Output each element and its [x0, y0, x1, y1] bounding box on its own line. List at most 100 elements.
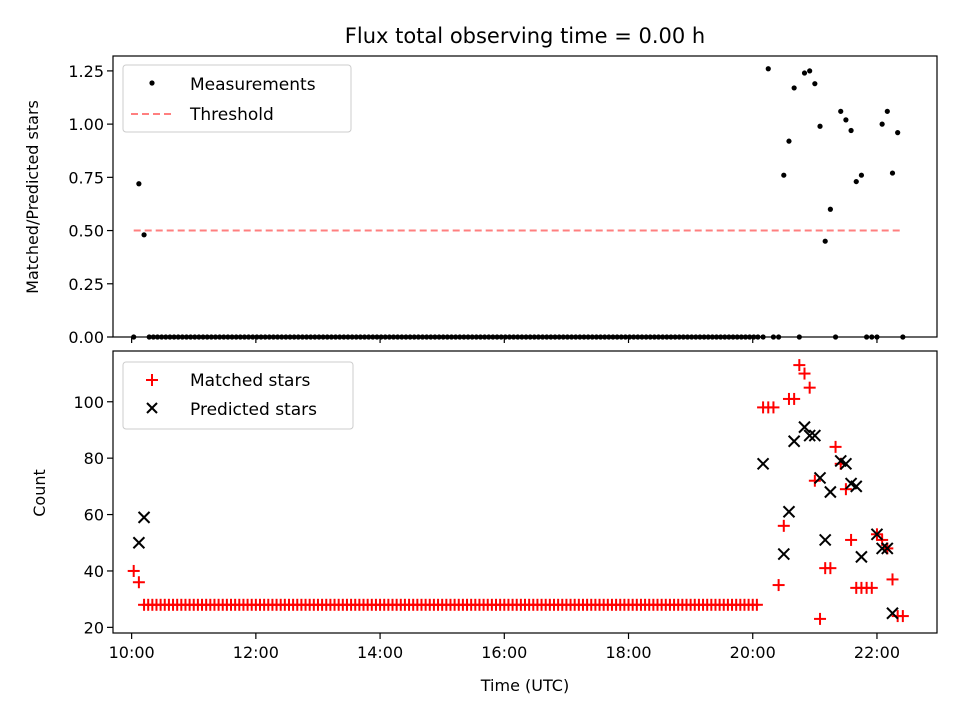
predicted-x-b — [855, 550, 868, 564]
matched-stars-point — [127, 564, 140, 577]
measurement-point — [254, 334, 260, 340]
measurement-point — [689, 334, 695, 340]
measurement-point — [531, 334, 537, 340]
measurement-point — [791, 85, 797, 91]
measurement-point — [506, 334, 513, 340]
measurement-point — [519, 334, 525, 340]
matched-stars-point — [808, 474, 821, 487]
ratio-y-tick-label: 1.00 — [68, 115, 104, 134]
measurement-point — [233, 334, 239, 340]
measurement-point — [262, 334, 268, 340]
measurement-point — [399, 334, 405, 340]
measurement-point — [461, 334, 467, 340]
predicted-x-b — [834, 454, 847, 468]
count-y-tick-label: 80 — [84, 449, 104, 468]
measurement-point — [308, 334, 314, 340]
measurement-point — [274, 334, 281, 340]
measurement-point — [610, 334, 616, 340]
measurement-point — [760, 334, 766, 340]
predicted-x-b — [818, 533, 832, 547]
measurement-point — [568, 334, 575, 340]
measurement-point — [349, 334, 355, 340]
measurement-point — [827, 206, 833, 212]
measurement-point — [817, 123, 823, 129]
count-panel-frame — [112, 350, 938, 634]
measurement-point — [378, 334, 384, 340]
measurement-point — [436, 334, 442, 340]
predicted-stars-point — [818, 533, 832, 547]
matched-stars-point — [824, 562, 837, 575]
measurement-point — [469, 334, 475, 340]
predicted-x-b — [870, 528, 884, 541]
measurement-point — [655, 334, 662, 340]
matched-stars-point — [777, 519, 790, 532]
ratio-y-tick-label: 0.25 — [68, 275, 104, 294]
measurement-point — [548, 334, 554, 340]
predicted-x-b — [824, 485, 837, 499]
measurement-point — [796, 334, 802, 340]
measurement-point — [544, 334, 550, 340]
measurement-point — [473, 334, 479, 340]
measurement-point — [539, 334, 546, 340]
measurement-point — [606, 334, 612, 340]
count-x-tick-label: 22:00 — [854, 643, 900, 662]
predicted-stars-point — [787, 435, 801, 448]
measurement-point — [357, 334, 364, 340]
measurement-point — [843, 117, 849, 123]
measurement-point — [395, 334, 401, 340]
measurement-point — [361, 334, 368, 340]
measurement-point — [864, 334, 870, 340]
ratio-panel: 0.00 0.25 0.50 0.75 1.00 1.25 Matched/Predict… — [23, 55, 938, 347]
measurement-point — [353, 334, 359, 340]
matched-stars-point — [132, 576, 145, 589]
measurement-point — [585, 334, 591, 340]
matched-stars-point — [865, 581, 878, 594]
predicted-stars-point — [886, 607, 899, 620]
measurement-point — [647, 334, 653, 340]
measurement-point — [726, 334, 732, 340]
measurement-point — [432, 334, 438, 340]
measurement-point — [730, 334, 736, 340]
measurement-point — [390, 334, 397, 340]
predicted-x-b — [881, 542, 894, 555]
measurement-point — [552, 334, 558, 340]
measurement-point — [490, 334, 496, 340]
measurement-point — [440, 334, 446, 340]
predicted-x-b — [782, 505, 796, 518]
measurement-point — [477, 334, 484, 340]
measurement-point — [196, 334, 202, 340]
measurement-point — [709, 334, 715, 340]
ratio-y-tick-label: 0.50 — [68, 222, 104, 241]
measurement-point — [465, 334, 471, 340]
measurement-point — [722, 334, 728, 340]
measurement-point — [291, 334, 297, 340]
predicted-x-b — [756, 457, 770, 471]
measurement-point — [266, 334, 272, 340]
measurement-point — [295, 334, 301, 340]
matched-stars-point — [829, 440, 842, 453]
measurement-point — [770, 334, 777, 340]
measurement-point — [188, 334, 194, 340]
ratio-y-tick-label: 1.25 — [68, 62, 104, 81]
count-x-tick-label: 18:00 — [605, 643, 651, 662]
measurement-point — [807, 68, 813, 74]
measurement-point — [225, 334, 231, 340]
measurement-point — [589, 334, 595, 340]
measurement-point — [171, 334, 177, 340]
measurement-point — [869, 334, 875, 340]
measurement-point — [535, 334, 542, 340]
measurement-point — [320, 334, 326, 340]
ratio-y-tick-label: 0.75 — [68, 168, 104, 187]
legend-threshold-label: Threshold — [189, 105, 274, 125]
legend-predicted-marker — [146, 402, 158, 414]
measurement-point — [415, 334, 421, 340]
predicted-stars-point — [850, 480, 863, 493]
measurement-point — [705, 334, 711, 340]
predicted-x-b — [798, 420, 811, 434]
predicted-stars-point — [132, 536, 146, 549]
measurement-point — [287, 334, 293, 340]
measurement-point — [146, 334, 152, 340]
measurement-point — [734, 334, 740, 340]
measurement-point — [183, 334, 190, 340]
measurement-point — [884, 108, 890, 114]
